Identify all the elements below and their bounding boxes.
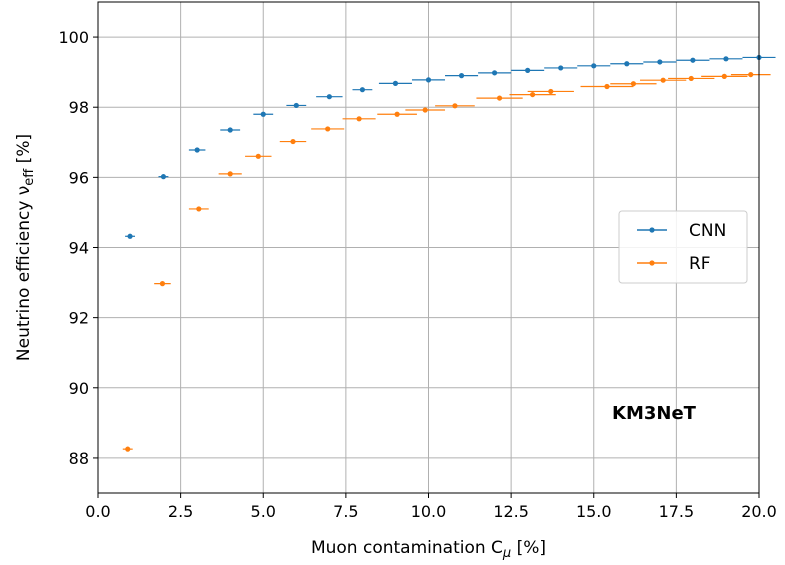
data-point-cnn xyxy=(194,147,200,153)
legend-label-rf: RF xyxy=(689,254,711,274)
y-axis-label: Neutrino efficiency νeff [%] xyxy=(14,134,37,361)
y-tick-label: 100 xyxy=(58,28,89,47)
data-point-rf xyxy=(159,281,166,287)
x-tick-label: 15.0 xyxy=(576,502,612,521)
data-point-cnn xyxy=(591,63,597,69)
data-point-rf xyxy=(255,153,261,159)
data-point-cnn xyxy=(492,70,498,76)
x-axis-label-main: Muon contamination C xyxy=(311,538,503,558)
data-point-rf xyxy=(688,75,694,82)
x-axis-label-sub: μ xyxy=(502,546,511,561)
data-point-rf xyxy=(125,446,131,452)
y-axis: 88 90 92 94 96 98 100 xyxy=(58,28,98,468)
km3net-annotation: KM3NeT xyxy=(612,403,697,424)
legend-box xyxy=(618,210,748,284)
data-point-cnn xyxy=(723,56,729,62)
data-point-cnn xyxy=(160,174,167,180)
data-point-rf xyxy=(227,171,233,177)
data-point-rf xyxy=(325,126,331,132)
y-axis-label-sub: eff xyxy=(22,168,37,186)
data-point-cnn xyxy=(227,127,233,133)
x-tick-label: 0.0 xyxy=(85,502,110,521)
data-point-rf xyxy=(394,111,400,117)
data-point-cnn xyxy=(326,94,332,100)
x-axis: 0.0 2.5 5.0 7.5 10.0 12.5 15.0 17.5 20.0 xyxy=(85,493,777,521)
y-axis-label-unit: [%] xyxy=(14,134,34,169)
x-axis-label: Muon contamination Cμ [%] xyxy=(311,538,546,561)
data-point-cnn xyxy=(690,57,696,63)
y-axis-label-main: Neutrino efficiency ν xyxy=(14,186,34,361)
data-point-rf xyxy=(356,116,362,122)
y-tick-label: 92 xyxy=(69,309,89,328)
data-point-rf xyxy=(748,71,754,78)
y-tick-label: 98 xyxy=(69,98,89,117)
data-point-rf xyxy=(721,73,727,79)
data-point-rf xyxy=(422,107,428,113)
x-tick-label: 10.0 xyxy=(411,502,447,521)
data-point-rf xyxy=(630,81,637,87)
data-point-rf xyxy=(530,91,536,98)
y-tick-label: 90 xyxy=(69,379,89,398)
data-point-cnn xyxy=(458,73,465,79)
data-point-rf xyxy=(452,103,458,109)
data-point-rf xyxy=(196,206,202,212)
legend-label-cnn: CNN xyxy=(689,221,726,241)
y-tick-label: 88 xyxy=(69,449,89,468)
x-tick-label: 20.0 xyxy=(741,502,777,521)
legend-marker-cnn xyxy=(649,227,655,233)
legend: CNN RF xyxy=(618,210,748,284)
data-point-cnn xyxy=(127,233,133,239)
x-axis-label-unit: [%] xyxy=(511,538,546,558)
data-point-cnn xyxy=(657,59,663,65)
series-layer xyxy=(122,54,776,452)
data-point-cnn xyxy=(359,87,365,93)
data-point-cnn xyxy=(392,80,399,86)
data-point-rf xyxy=(604,83,610,90)
data-point-cnn xyxy=(260,111,266,117)
data-point-cnn xyxy=(293,102,299,109)
y-tick-label: 94 xyxy=(69,239,89,258)
data-point-rf xyxy=(548,88,554,95)
y-tick-label: 96 xyxy=(69,168,89,187)
data-point-rf xyxy=(660,77,666,83)
data-point-rf xyxy=(290,138,296,145)
legend-marker-rf xyxy=(649,260,655,266)
x-tick-label: 5.0 xyxy=(251,502,276,521)
x-tick-label: 17.5 xyxy=(659,502,695,521)
data-point-cnn xyxy=(525,67,531,73)
x-tick-label: 7.5 xyxy=(333,502,358,521)
x-tick-label: 2.5 xyxy=(168,502,193,521)
series-rf xyxy=(122,71,771,452)
x-tick-label: 12.5 xyxy=(493,502,529,521)
data-point-cnn xyxy=(624,61,630,67)
data-point-cnn xyxy=(425,77,432,83)
data-point-rf xyxy=(496,95,503,101)
data-point-cnn xyxy=(558,65,564,71)
